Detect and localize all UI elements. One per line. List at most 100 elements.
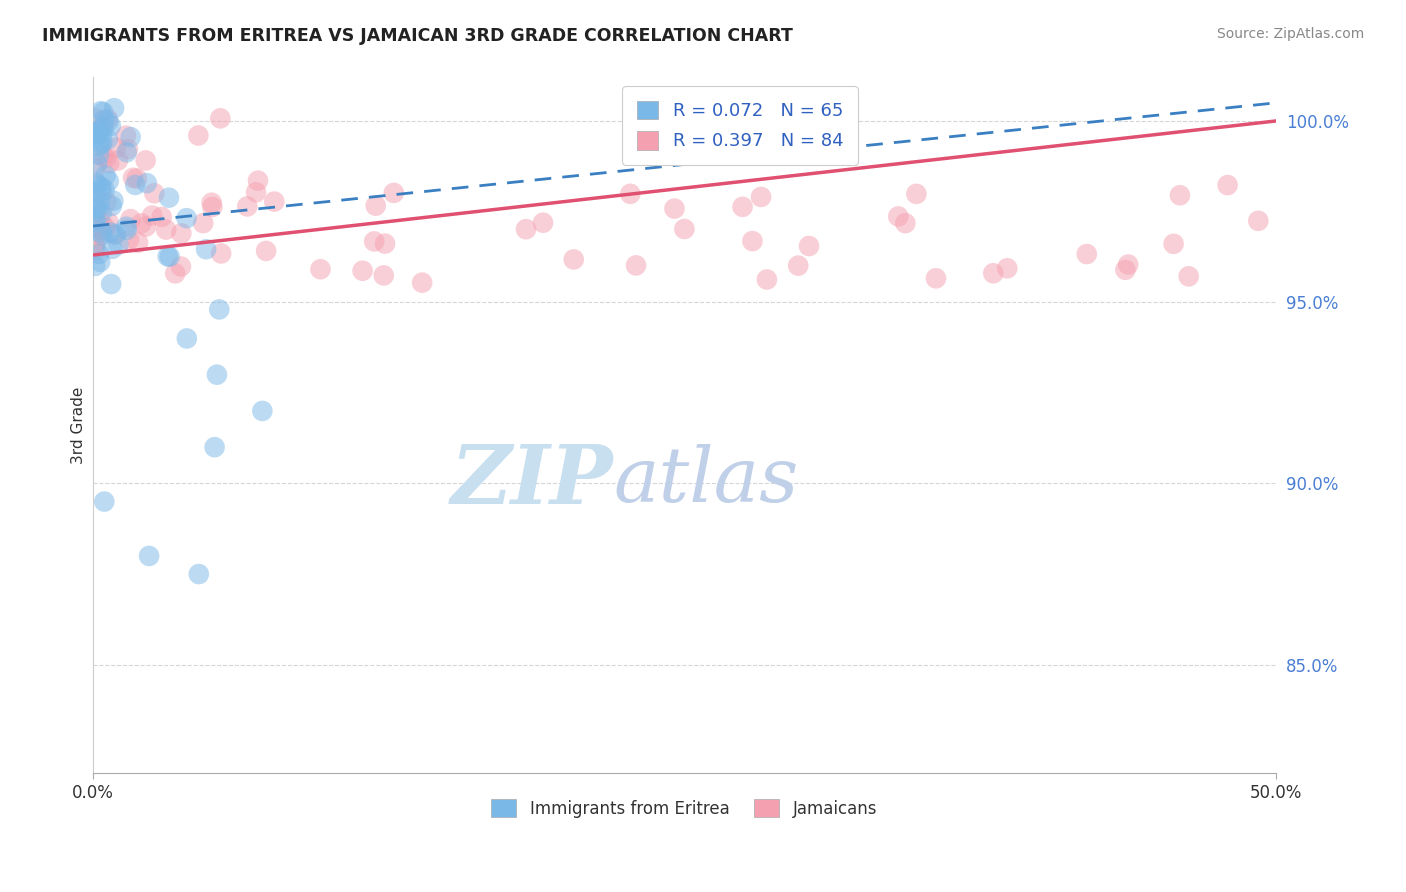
Point	[155, 222, 177, 236]
Point	[84, 209, 107, 223]
Point	[797, 239, 820, 253]
Point	[87, 124, 110, 138]
Point	[204, 440, 226, 454]
Point	[84, 212, 107, 227]
Point	[150, 210, 173, 224]
Point	[96, 195, 118, 210]
Point	[84, 185, 107, 199]
Point	[84, 126, 107, 140]
Y-axis label: 3rd Grade: 3rd Grade	[72, 387, 86, 464]
Point	[382, 186, 405, 200]
Point	[101, 242, 124, 256]
Point	[120, 212, 142, 227]
Point	[364, 199, 387, 213]
Point	[894, 216, 917, 230]
Point	[205, 368, 228, 382]
Point	[156, 249, 179, 263]
Point	[97, 132, 120, 146]
Point	[90, 206, 112, 220]
Point	[115, 223, 138, 237]
Point	[624, 259, 647, 273]
Point	[84, 215, 107, 229]
Point	[103, 194, 125, 208]
Point	[87, 123, 110, 137]
Point	[352, 264, 374, 278]
Point	[143, 186, 166, 201]
Point	[101, 199, 124, 213]
Point	[115, 128, 138, 143]
Text: ZIP: ZIP	[451, 442, 613, 521]
Point	[176, 211, 198, 226]
Point	[120, 130, 142, 145]
Point	[84, 219, 107, 234]
Text: Source: ZipAtlas.com: Source: ZipAtlas.com	[1216, 27, 1364, 41]
Point	[115, 145, 138, 160]
Point	[195, 242, 218, 256]
Point	[374, 236, 396, 251]
Point	[93, 494, 115, 508]
Point	[1116, 258, 1139, 272]
Point	[193, 216, 215, 230]
Point	[531, 216, 554, 230]
Point	[1076, 247, 1098, 261]
Point	[91, 119, 114, 133]
Point	[86, 129, 108, 144]
Point	[127, 235, 149, 250]
Point	[209, 112, 232, 126]
Point	[981, 266, 1004, 280]
Point	[995, 261, 1018, 276]
Point	[103, 101, 125, 115]
Point	[84, 112, 107, 126]
Point	[86, 178, 108, 192]
Point	[89, 139, 111, 153]
Point	[97, 174, 120, 188]
Point	[165, 266, 187, 280]
Point	[1163, 236, 1185, 251]
Point	[1247, 214, 1270, 228]
Point	[236, 199, 259, 213]
Point	[755, 272, 778, 286]
Point	[176, 331, 198, 345]
Point	[90, 226, 112, 240]
Point	[91, 150, 114, 164]
Point	[170, 227, 193, 241]
Point	[84, 230, 107, 244]
Point	[97, 114, 120, 128]
Point	[94, 220, 117, 235]
Point	[84, 201, 107, 215]
Point	[103, 227, 125, 242]
Point	[209, 246, 232, 260]
Point	[363, 235, 385, 249]
Point	[90, 137, 112, 152]
Point	[84, 238, 107, 252]
Point	[125, 171, 148, 186]
Point	[1216, 178, 1239, 192]
Point	[201, 195, 224, 210]
Point	[170, 260, 193, 274]
Legend: Immigrants from Eritrea, Jamaicans: Immigrants from Eritrea, Jamaicans	[485, 793, 884, 824]
Point	[373, 268, 395, 283]
Point	[90, 104, 112, 119]
Point	[246, 174, 269, 188]
Point	[107, 153, 129, 168]
Point	[91, 223, 114, 237]
Point	[84, 259, 107, 273]
Point	[104, 141, 127, 155]
Point	[84, 236, 107, 251]
Point	[887, 210, 910, 224]
Point	[93, 113, 115, 128]
Point	[141, 209, 163, 223]
Point	[1168, 188, 1191, 202]
Point	[159, 250, 181, 264]
Point	[84, 176, 107, 190]
Point	[94, 169, 117, 183]
Point	[118, 233, 141, 247]
Point	[731, 200, 754, 214]
Point	[93, 120, 115, 134]
Point	[131, 216, 153, 230]
Point	[749, 190, 772, 204]
Point	[117, 142, 139, 156]
Point	[90, 184, 112, 198]
Text: IMMIGRANTS FROM ERITREA VS JAMAICAN 3RD GRADE CORRELATION CHART: IMMIGRANTS FROM ERITREA VS JAMAICAN 3RD …	[42, 27, 793, 45]
Point	[91, 228, 114, 243]
